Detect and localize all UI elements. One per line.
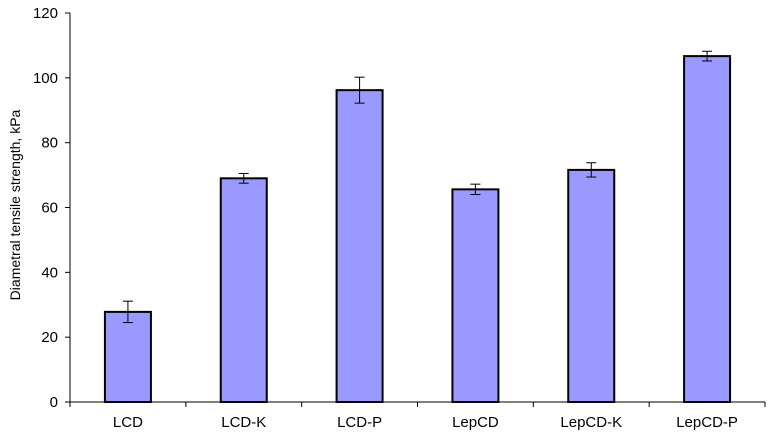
x-tick-label: LepCD: [452, 414, 499, 431]
bar-lcd-p: [335, 89, 384, 403]
y-axis-title: Diametral tensile strength, kPa: [7, 109, 23, 300]
y-axis: 0 20 40 60 80 100 120: [33, 5, 71, 411]
bar-lcd: [103, 310, 152, 403]
x-tick-label: LepCD-K: [560, 414, 622, 431]
y-tick-label: 100: [33, 70, 58, 87]
y-tick-label: 120: [33, 5, 58, 22]
x-tick-label: LCD-K: [221, 414, 266, 431]
y-tick-label: 0: [50, 394, 58, 411]
x-tick-label: LCD-P: [337, 414, 382, 431]
x-tick-label: LepCD-P: [676, 414, 738, 431]
bar-lcd-k: [219, 177, 268, 403]
y-tick-label: 20: [41, 329, 58, 346]
bar-lepcd-p: [683, 55, 732, 403]
y-tick-label: 60: [41, 200, 58, 217]
y-tick-label: 40: [41, 264, 58, 281]
error-bars: [122, 50, 713, 324]
bar-lepcd: [451, 188, 500, 403]
bars: [103, 55, 732, 403]
x-axis: LCD LCD-K LCD-P LepCD LepCD-K LepCD-P: [69, 401, 766, 431]
bar-lepcd-k: [567, 168, 616, 403]
y-tick-label: 80: [41, 135, 58, 152]
x-tick-label: LCD: [113, 414, 143, 431]
